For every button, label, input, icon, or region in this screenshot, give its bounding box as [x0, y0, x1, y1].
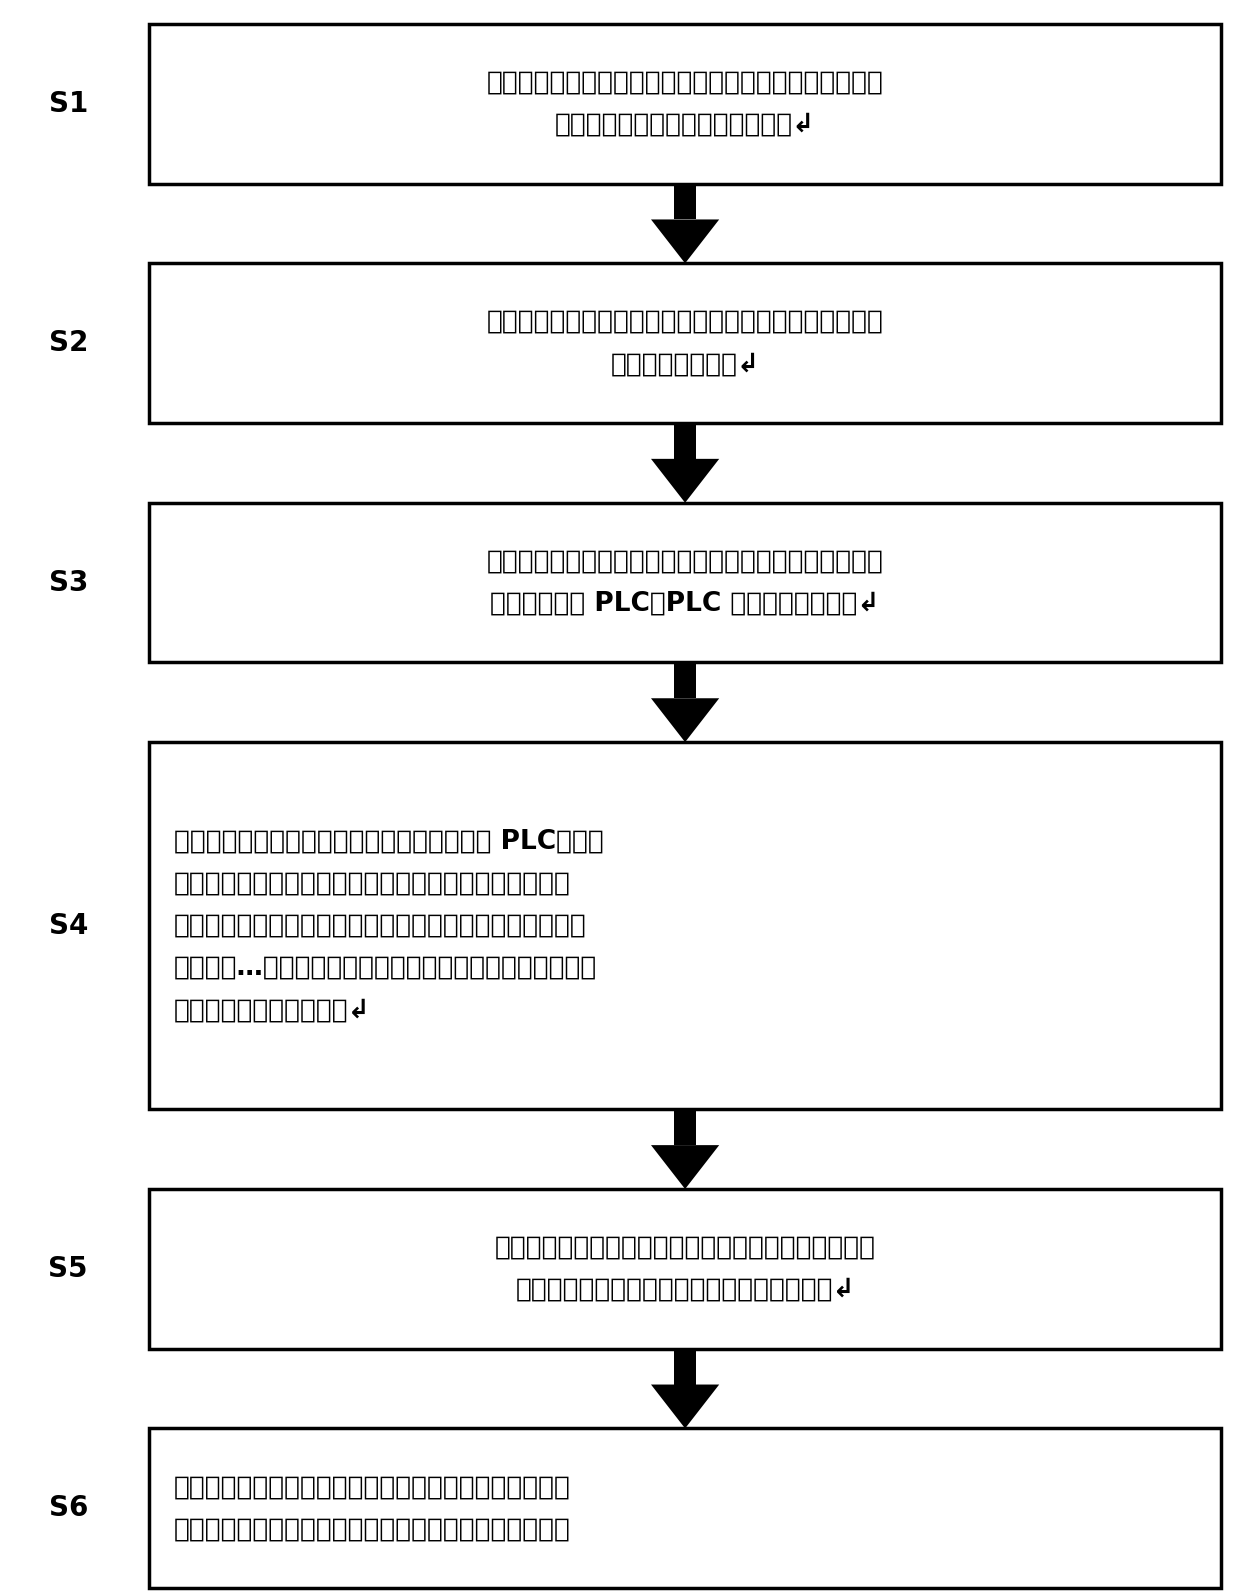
Bar [149, 263, 1221, 423]
Text: S1: S1 [48, 89, 88, 118]
Polygon shape [651, 460, 719, 503]
Text: 单的设备运行参数↲: 单的设备运行参数↲ [610, 351, 760, 377]
Bar [149, 1428, 1221, 1588]
Bar [675, 184, 697, 220]
Bar [675, 662, 697, 699]
Text: 控制系统根据订单生成的参数表，发送指令至 PLC，通过: 控制系统根据订单生成的参数表，发送指令至 PLC，通过 [174, 828, 604, 854]
Text: S3: S3 [48, 568, 88, 597]
Bar [675, 1109, 697, 1146]
Text: 控制中心通过数据接口将助剂及水的投加用量与投加顺序: 控制中心通过数据接口将助剂及水的投加用量与投加顺序 [486, 549, 884, 575]
Text: S6: S6 [48, 1494, 88, 1523]
Text: 控制中心通过处理助剂输送量记录，生成生产日报、月报: 控制中心通过处理助剂输送量记录，生成生产日报、月报 [174, 1475, 570, 1500]
Bar [149, 1189, 1221, 1349]
Text: 车间控制中心电脑端读取生产配方，控制中心生成适应订: 车间控制中心电脑端读取生产配方，控制中心生成适应订 [486, 310, 884, 335]
Bar [675, 423, 697, 460]
Polygon shape [651, 220, 719, 263]
Text: 控制系统记录助剂输送是否按照订单要求的顺序及量进: 控制系统记录助剂输送是否按照订单要求的顺序及量进 [495, 1235, 875, 1261]
Text: 控制计量输送设备如输送泵提供输送动力，流量阀用于计: 控制计量输送设备如输送泵提供输送动力，流量阀用于计 [174, 870, 570, 897]
Text: S5: S5 [48, 1254, 88, 1283]
Text: 及年报，用于查询定型机助剂种类及用量，确定是否按照: 及年报，用于查询定型机助剂种类及用量，确定是否按照 [174, 1516, 570, 1542]
Text: 行，记录助剂输送过程中异常工况并同时报警↲: 行，记录助剂输送过程中异常工况并同时报警↲ [516, 1277, 854, 1302]
Polygon shape [651, 699, 719, 742]
Text: S4: S4 [48, 911, 88, 940]
Bar [675, 1349, 697, 1385]
Text: 控制系统根据不同的生产需求，下发具体订单，订单内包: 控制系统根据不同的生产需求，下发具体订单，订单内包 [486, 70, 884, 96]
Text: 应的定型机助剂暂存罐中↲: 应的定型机助剂暂存罐中↲ [174, 998, 371, 1023]
Bar [149, 24, 1221, 184]
Polygon shape [651, 1385, 719, 1428]
Text: 含助剂的种类、剂量及加料的顺序↲: 含助剂的种类、剂量及加料的顺序↲ [556, 112, 815, 137]
Text: S2: S2 [48, 329, 88, 358]
Bar [149, 503, 1221, 662]
Text: 等信息传输至 PLC，PLC 根据传输参数运行↲: 等信息传输至 PLC，PLC 根据传输参数运行↲ [490, 591, 880, 616]
Text: 算控制水及各种助剂的用量，将打底水、助剂一、推挤水、: 算控制水及各种助剂的用量，将打底水、助剂一、推挤水、 [174, 913, 587, 938]
Polygon shape [651, 1146, 719, 1189]
Text: 助剂二、…，余量水、冲洗水按照既定的量、顺序输送到对: 助剂二、…，余量水、冲洗水按照既定的量、顺序输送到对 [174, 954, 596, 982]
Bar [149, 742, 1221, 1109]
